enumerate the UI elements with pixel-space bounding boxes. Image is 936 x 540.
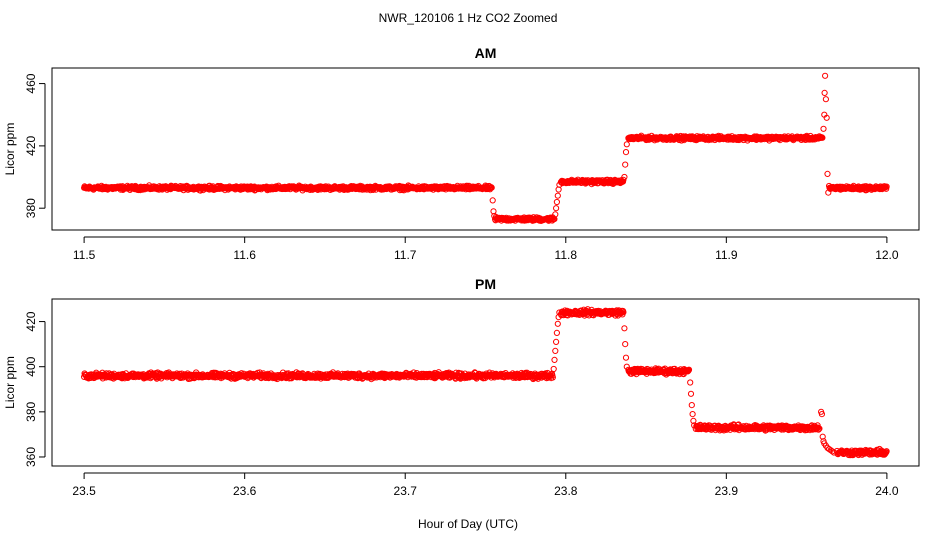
x-tick-label: 12.0 xyxy=(875,248,899,262)
data-point xyxy=(689,411,696,418)
y-tick-label: 400 xyxy=(24,356,38,376)
data-point xyxy=(822,96,830,103)
series-points xyxy=(81,306,890,459)
data-point xyxy=(552,347,559,354)
data-point xyxy=(489,197,496,204)
x-tick-label: 24.0 xyxy=(875,484,899,498)
y-tick-label: 420 xyxy=(24,136,38,156)
data-point xyxy=(551,356,558,363)
data-point xyxy=(814,422,821,429)
figure-title: NWR_120106 1 Hz CO2 Zoomed xyxy=(379,11,558,25)
data-point xyxy=(685,366,693,373)
y-axis-title: Licor ppm xyxy=(3,356,17,409)
data-point xyxy=(556,309,563,316)
data-point xyxy=(621,173,628,181)
series-points xyxy=(81,72,890,224)
x-tick-label: 23.6 xyxy=(233,484,257,498)
data-point xyxy=(622,341,629,348)
data-point xyxy=(550,365,557,373)
data-point xyxy=(491,212,498,220)
x-tick-label: 11.6 xyxy=(233,248,256,262)
data-point xyxy=(818,411,826,418)
data-point xyxy=(554,192,561,199)
data-point xyxy=(556,181,563,188)
data-point xyxy=(620,309,627,316)
data-point xyxy=(691,422,698,429)
y-axis-title: Licor ppm xyxy=(3,123,17,176)
x-tick-label: 11.7 xyxy=(394,248,417,262)
data-point xyxy=(690,417,697,424)
x-axis-title: Hour of Day (UTC) xyxy=(418,517,518,531)
y-tick-label: 380 xyxy=(24,198,38,218)
data-point xyxy=(824,170,831,177)
panel-title: AM xyxy=(475,45,497,61)
data-point xyxy=(825,189,832,196)
data-point xyxy=(553,338,560,345)
y-tick-label: 420 xyxy=(24,311,38,331)
data-point xyxy=(688,402,695,409)
data-point xyxy=(622,354,630,361)
data-point xyxy=(883,183,890,190)
data-point xyxy=(883,448,890,455)
y-tick-label: 360 xyxy=(24,447,38,467)
x-tick-label: 11.5 xyxy=(73,248,96,262)
data-point xyxy=(687,390,695,397)
data-point xyxy=(623,363,630,370)
data-point xyxy=(620,176,627,183)
data-point xyxy=(553,198,561,206)
data-point xyxy=(829,448,836,455)
data-point xyxy=(622,149,630,156)
y-tick-label: 460 xyxy=(24,73,38,93)
chart-panels: AM 11.5 11.6 11.7 11.8 11.9 12.0 380 420 460 Licor… xyxy=(3,45,920,498)
data-point xyxy=(488,184,495,191)
x-tick-label: 11.8 xyxy=(555,248,578,262)
x-tick-label: 23.8 xyxy=(554,484,578,498)
plot-frame xyxy=(51,67,920,231)
data-point xyxy=(621,325,628,332)
data-point xyxy=(822,72,829,79)
panel-am: AM 11.5 11.6 11.7 11.8 11.9 12.0 380 420 460 Licor… xyxy=(3,45,920,262)
data-point xyxy=(819,134,826,141)
data-point xyxy=(830,449,838,456)
plot-frame xyxy=(51,298,920,467)
data-point xyxy=(622,161,629,168)
data-point xyxy=(823,114,830,121)
data-point xyxy=(687,379,694,386)
data-point xyxy=(883,185,890,192)
panel-title: PM xyxy=(475,276,496,292)
data-point xyxy=(820,125,827,132)
x-tick-label: 23.5 xyxy=(72,484,96,498)
x-tick-label: 23.9 xyxy=(715,484,739,498)
data-point xyxy=(821,89,828,97)
data-point xyxy=(554,320,561,327)
data-point xyxy=(623,141,630,148)
data-point xyxy=(553,205,560,212)
x-tick-label: 23.7 xyxy=(394,484,418,498)
panel-pm: PM 23.5 23.6 23.7 23.8 23.9 24.0 360 380 400 420 Li… xyxy=(3,276,920,498)
data-point xyxy=(816,425,823,432)
x-tick-label: 11.9 xyxy=(715,248,738,262)
data-point xyxy=(549,374,556,381)
data-point xyxy=(553,329,561,336)
data-point xyxy=(555,314,562,321)
y-tick-label: 380 xyxy=(24,402,38,422)
data-point xyxy=(552,211,559,218)
data-point xyxy=(819,433,826,440)
